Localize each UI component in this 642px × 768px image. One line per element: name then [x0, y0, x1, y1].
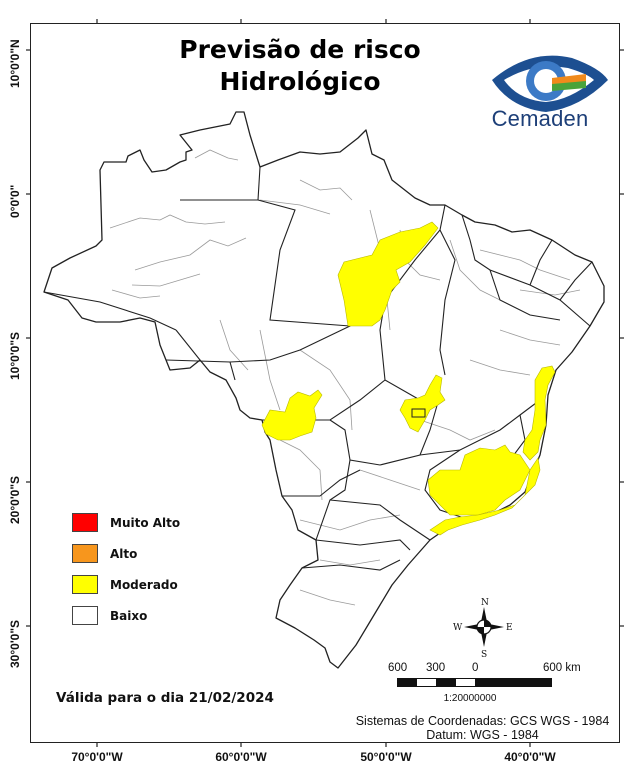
compass-w: W — [453, 623, 463, 633]
cemaden-logo-icon — [492, 55, 608, 112]
risk-area-minas-gerais — [427, 444, 531, 516]
lat-label-10n: 10°0'0"N — [8, 39, 22, 88]
legend-item-alto: Alto — [72, 538, 180, 569]
legend-swatch-baixo — [72, 606, 98, 625]
compass-e: E — [506, 623, 513, 633]
legend-label: Moderado — [110, 577, 178, 592]
legend-item-moderado: Moderado — [72, 569, 180, 600]
cemaden-logo: Cemaden — [478, 48, 608, 138]
map-title: Previsão de risco Hidrológico — [150, 34, 450, 98]
compass-s: S — [481, 650, 487, 660]
datum-line: Datum: WGS - 1984 — [426, 728, 539, 742]
legend-swatch-moderado — [72, 575, 98, 594]
federal-district-outline — [411, 408, 426, 418]
legend-swatch-alto — [72, 544, 98, 563]
scale-label-600-left: 600 — [388, 662, 408, 674]
scale-labels: 600 300 0 600 km — [383, 662, 583, 676]
lon-label-70w: 70°0'0"W — [71, 750, 123, 764]
legend-item-baixo: Baixo — [72, 600, 180, 631]
lat-label-20s: 20°0'0"S — [8, 475, 22, 524]
legend-label: Muito Alto — [110, 515, 181, 530]
scale-bar — [397, 678, 552, 687]
valid-date: Válida para o dia 21/02/2024 — [56, 690, 274, 706]
moderado-risk-areas — [261, 221, 556, 536]
lon-label-40w: 40°0'0"W — [504, 750, 556, 764]
scale-label-600-km: 600 km — [543, 662, 581, 674]
legend: Muito Alto Alto Moderado Baixo — [72, 507, 180, 631]
logo-text: Cemaden — [491, 106, 589, 131]
coordinate-system: Sistemas de Coordenadas: GCS WGS - 1984 … — [345, 714, 620, 742]
graticule-ticks — [26, 19, 624, 747]
scale-label-0: 0 — [472, 662, 479, 674]
legend-swatch-muito-alto — [72, 513, 98, 532]
legend-label: Baixo — [110, 608, 148, 623]
title-line-2: Hidrológico — [219, 67, 381, 96]
lat-label-30s: 30°0'0"S — [8, 619, 22, 668]
mesoregion-borders — [109, 149, 581, 606]
scale-label-300: 300 — [426, 662, 446, 674]
legend-item-muito-alto: Muito Alto — [72, 507, 180, 538]
legend-label: Alto — [110, 546, 138, 561]
risk-area-para — [337, 221, 439, 327]
lon-label-50w: 50°0'0"W — [360, 750, 412, 764]
lon-label-60w: 60°0'0"W — [215, 750, 267, 764]
risk-area-goias — [399, 374, 446, 433]
lat-label-0: 0°0'0" — [8, 184, 22, 218]
title-line-1: Previsão de risco — [179, 35, 421, 64]
brazil-outline — [43, 111, 605, 669]
coordinate-system-line: Sistemas de Coordenadas: GCS WGS - 1984 — [355, 714, 610, 728]
north-arrow-icon: N S E W — [453, 598, 513, 660]
risk-area-bahia-es — [522, 365, 556, 461]
risk-area-mato-grosso — [261, 389, 323, 441]
risk-area-rj-sp — [429, 457, 541, 536]
lat-label-10s: 10°0'0"S — [8, 331, 22, 380]
compass-n: N — [481, 598, 489, 608]
scale-ratio: 1:20000000 — [443, 693, 497, 704]
